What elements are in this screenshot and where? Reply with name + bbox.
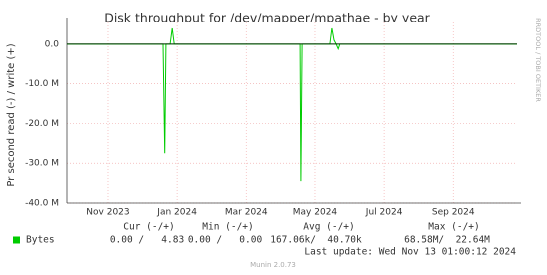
x-tick-label: Jul 2024 xyxy=(365,208,403,218)
chart-title: Disk throughput for /dev/mapper/mpathae … xyxy=(104,11,430,26)
side-label: RRDTOOL / TOBI OETIKER xyxy=(534,18,542,102)
x-tick-label: Mar 2024 xyxy=(225,208,268,218)
series-line xyxy=(67,43,517,182)
y-tick-label: -10.0 M xyxy=(25,79,59,89)
legend-swatch xyxy=(13,236,20,244)
plot-area xyxy=(67,22,517,203)
footer: Munin 2.0.73 xyxy=(250,261,296,269)
legend-header: Max (-/+) xyxy=(428,222,479,233)
y-axis-label: Pr second read (-) / write (+) xyxy=(6,43,17,186)
legend-header: Min (-/+) xyxy=(202,222,253,233)
x-tick-label: Nov 2023 xyxy=(86,208,129,218)
legend-value: 0.00 / 4.83 xyxy=(110,235,184,246)
x-tick-label: Jan 2024 xyxy=(156,208,197,218)
legend-label: Bytes xyxy=(26,235,55,246)
y-tick-label: -40.0 M xyxy=(25,199,59,209)
y-tick-label: -20.0 M xyxy=(25,119,59,129)
x-tick-label: May 2024 xyxy=(293,208,338,218)
legend-value: 68.58M/ 22.64M xyxy=(404,235,490,246)
legend-header: Cur (-/+) xyxy=(123,222,174,233)
last-update: Last update: Wed Nov 13 01:00:12 2024 xyxy=(304,247,516,258)
y-tick-label: 0.0 xyxy=(45,39,60,49)
x-tick-label: Sep 2024 xyxy=(432,208,475,218)
legend-value: 167.06k/ 40.70k xyxy=(270,235,362,246)
y-tick-label: -30.0 M xyxy=(25,159,59,169)
legend-value: 0.00 / 0.00 xyxy=(188,235,263,246)
legend-header: Avg (-/+) xyxy=(303,222,354,233)
